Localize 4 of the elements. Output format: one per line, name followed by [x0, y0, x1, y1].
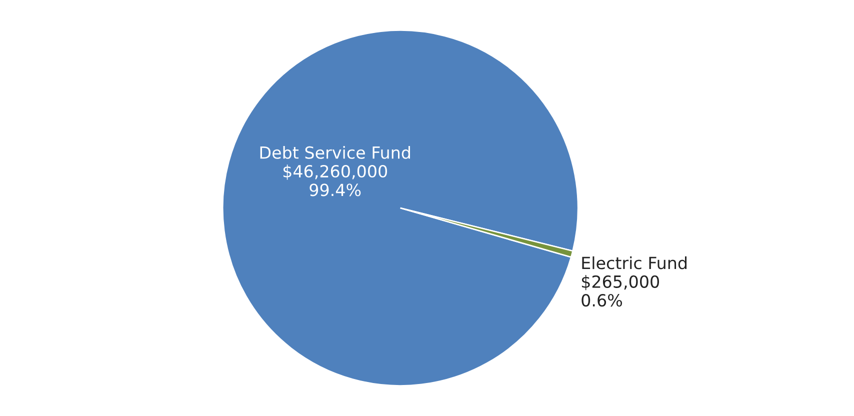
data-label: $265,000 0.6%: [582, 275, 660, 307]
data-label: $46,260,000 99.4%: [283, 164, 388, 196]
slice-label: Debt Service Fund: [260, 146, 410, 159]
slice-label: Electric Fund: [582, 256, 687, 270]
